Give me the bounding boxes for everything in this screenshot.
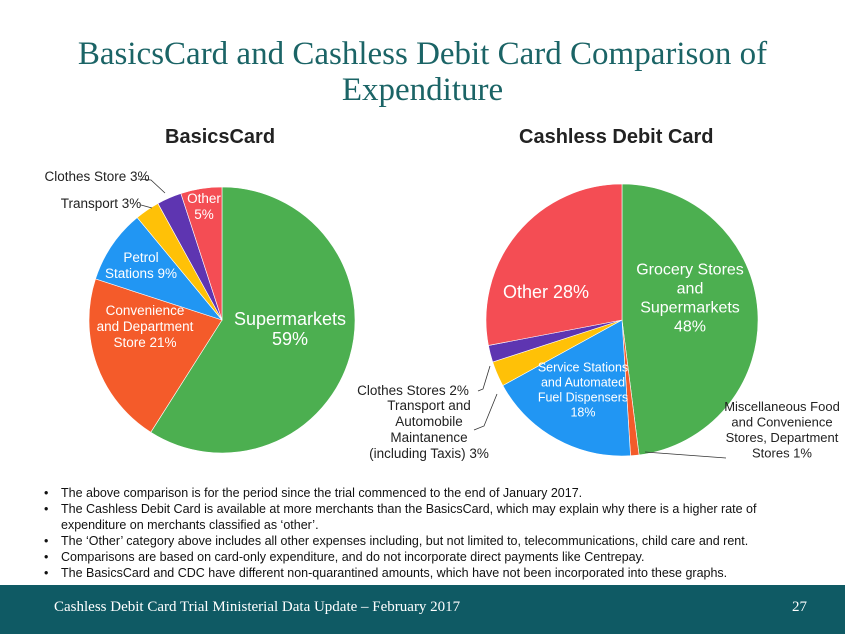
note-item: The above comparison is for the period s… xyxy=(44,485,804,501)
cdc-slice-label-5: Other 28% xyxy=(503,282,589,302)
footer-text: Cashless Debit Card Trial Ministerial Da… xyxy=(54,599,461,615)
basicscard-slice-0 xyxy=(150,186,356,454)
basicscard-slice-1 xyxy=(88,278,223,433)
basicscard-slice-5 xyxy=(180,186,223,321)
cdc-slice-label-3: Transport and Automobile Maintanence (inclu… xyxy=(369,398,489,461)
cdc-pie: Grocery Stores and Supermarkets 48% Miscella… xyxy=(357,183,840,461)
basicscard-leader-line-4 xyxy=(137,178,166,194)
basicscard-slice-label-0: Supermarkets 59% xyxy=(234,309,346,349)
footer-bar: Cashless Debit Card Trial Ministerial Da… xyxy=(0,585,845,634)
notes-list: The above comparison is for the period s… xyxy=(44,485,804,581)
note-item: The ‘Other’ category above includes all … xyxy=(44,533,804,549)
cdc-slice-5 xyxy=(485,183,623,346)
cdc-leader-line-1 xyxy=(644,451,727,459)
basicscard-chart-title: BasicsCard xyxy=(165,126,276,148)
cdc-chart-title: Cashless Debit Card xyxy=(519,126,714,148)
note-item: The BasicsCard and CDC have different no… xyxy=(44,565,804,581)
cdc-slice-0 xyxy=(621,183,759,456)
note-item: The Cashless Debit Card is available at … xyxy=(44,501,804,533)
cdc-slice-label-2: Service Stations and Automated Fuel Dispen… xyxy=(538,361,628,420)
page-number: 27 xyxy=(792,599,807,615)
cdc-slice-label-4: Clothes Stores 2% xyxy=(357,383,469,398)
basicscard-slice-label-5: Other 5% xyxy=(187,191,221,222)
cdc-leader-line-3 xyxy=(473,393,498,431)
cdc-slice-label-1: Miscellaneous Food and Convenience Stores,… xyxy=(724,399,840,461)
basicscard-slice-label-3: Transport 3% xyxy=(61,196,142,211)
basicscard-slice-label-2: Petrol Stations 9% xyxy=(105,250,177,281)
cdc-leader-line-4 xyxy=(477,365,491,392)
cdc-slice-label-0: Grocery Stores and Supermarkets 48% xyxy=(636,262,744,336)
basicscard-pie: Supermarkets 59% Convenience and Department… xyxy=(44,169,356,454)
note-item: Comparisons are based on card-only expen… xyxy=(44,549,804,565)
cdc-slice-2 xyxy=(502,319,631,457)
basicscard-slice-label-1: Convenience and Department Store 21% xyxy=(97,303,194,350)
pie-charts: Supermarkets 59% Convenience and Department… xyxy=(44,169,840,461)
basicscard-leader-line-3 xyxy=(140,204,153,209)
basicscard-slice-label-4: Clothes Store 3% xyxy=(44,169,149,184)
page-title: BasicsCard and Cashless Debit Card Compa… xyxy=(77,36,768,108)
